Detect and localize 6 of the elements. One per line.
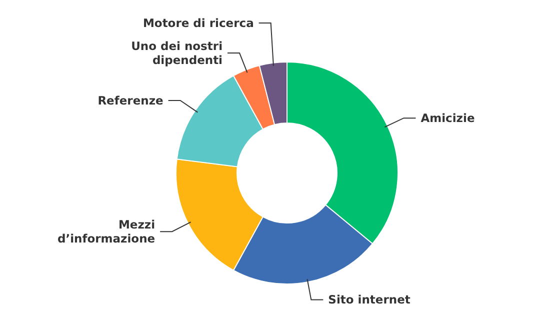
slice-label: Referenze — [98, 93, 164, 108]
slice-label: Uno dei nostri dipendenti — [131, 39, 223, 68]
slice-label: Mezzi d’informazione — [57, 218, 156, 246]
slice-label: Amicizie — [420, 111, 475, 126]
slice-label: Sito internet — [328, 292, 411, 307]
slice-label: Motore di ricerca — [142, 16, 254, 30]
